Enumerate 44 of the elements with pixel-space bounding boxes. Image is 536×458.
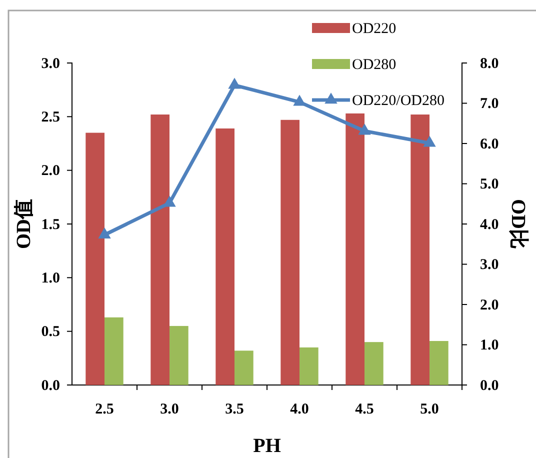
bar xyxy=(280,120,300,385)
y-tick-label: 3.0 xyxy=(41,56,60,72)
point xyxy=(228,78,241,89)
y2-tick-label: 4.0 xyxy=(480,216,499,233)
x-axis-title: PH xyxy=(253,435,282,457)
y-tick-label: 2.0 xyxy=(41,163,60,180)
y2-tick-label: 6.0 xyxy=(480,136,499,152)
y2-tick-label: 3.0 xyxy=(480,257,499,274)
legend-label: OD220/OD280 xyxy=(352,93,444,109)
y-tick-label: 2.5 xyxy=(41,109,60,126)
y2-tick-label: 0.0 xyxy=(480,378,499,394)
point xyxy=(98,228,111,239)
y2-tick-label: 8.0 xyxy=(480,56,499,72)
x-tick-label: 3.5 xyxy=(225,402,244,418)
x-tick-label: 4.5 xyxy=(355,402,374,418)
bar xyxy=(150,114,170,385)
bar xyxy=(86,132,104,385)
y2-tick-label: 7.0 xyxy=(480,96,499,112)
y2-tick-label: 5.0 xyxy=(480,176,499,193)
bar xyxy=(364,342,384,385)
y2-axis-title: OD比 xyxy=(507,199,529,249)
x-tick-label: 3.0 xyxy=(160,402,179,418)
x-tick-label: 2.5 xyxy=(95,402,114,418)
bar xyxy=(346,113,364,385)
x-tick-label: 4.0 xyxy=(290,402,309,418)
y-tick-label: 0.0 xyxy=(41,378,60,394)
point xyxy=(358,124,371,135)
y2-tick-label: 2.0 xyxy=(480,297,499,314)
y-tick-label: 1.5 xyxy=(41,216,60,233)
point xyxy=(423,136,436,147)
bar xyxy=(216,128,234,385)
bar xyxy=(234,350,254,385)
y-axis-title: OD值 xyxy=(13,199,35,249)
legend-label: OD220 xyxy=(352,21,396,37)
x-tick-label: 5.0 xyxy=(420,402,439,418)
legend-label: OD280 xyxy=(352,57,396,73)
y2-tick-label: 1.0 xyxy=(480,338,499,354)
y-tick-label: 0.5 xyxy=(41,324,60,340)
bar xyxy=(104,317,124,385)
bar xyxy=(300,347,318,385)
y-tick-label: 1.0 xyxy=(41,270,60,286)
bar xyxy=(170,326,188,385)
bar xyxy=(430,340,448,385)
bar xyxy=(410,114,430,385)
